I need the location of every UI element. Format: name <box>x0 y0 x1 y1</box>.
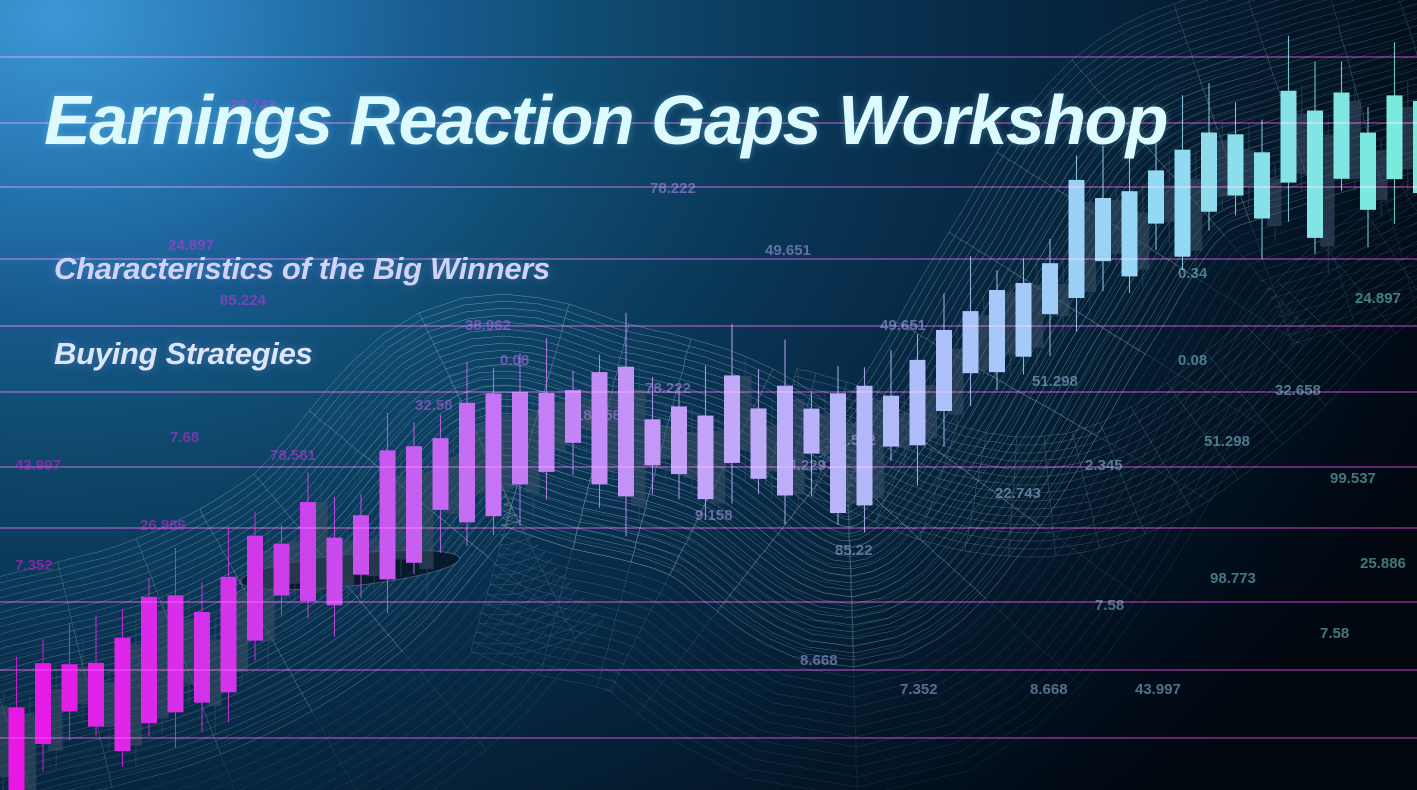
svg-text:2.345: 2.345 <box>1085 457 1123 474</box>
svg-text:18.158: 18.158 <box>575 407 621 424</box>
svg-text:8.668: 8.668 <box>800 652 838 669</box>
svg-text:22.743: 22.743 <box>995 485 1041 502</box>
svg-text:49.651: 49.651 <box>880 317 926 334</box>
svg-text:10.552: 10.552 <box>830 432 876 449</box>
svg-text:85.224: 85.224 <box>220 292 267 309</box>
svg-text:51.298: 51.298 <box>1032 373 1078 390</box>
svg-text:25.886: 25.886 <box>1360 555 1406 572</box>
svg-text:99.537: 99.537 <box>1330 470 1376 487</box>
svg-text:85.22: 85.22 <box>835 542 873 559</box>
svg-text:78.222: 78.222 <box>650 180 696 197</box>
svg-text:9.158: 9.158 <box>695 507 733 524</box>
svg-text:32.58: 32.58 <box>415 397 453 414</box>
svg-text:24.897: 24.897 <box>1355 290 1401 307</box>
svg-text:8.668: 8.668 <box>1030 681 1068 698</box>
svg-text:7.68: 7.68 <box>170 429 199 446</box>
svg-text:78.222: 78.222 <box>645 380 691 397</box>
svg-text:0.08: 0.08 <box>1178 352 1207 369</box>
svg-text:7.352: 7.352 <box>15 557 53 574</box>
svg-text:7.58: 7.58 <box>1095 597 1124 614</box>
svg-text:7.58: 7.58 <box>1320 625 1349 642</box>
svg-text:78.581: 78.581 <box>270 447 316 464</box>
svg-text:32.658: 32.658 <box>1275 382 1321 399</box>
svg-text:14.229: 14.229 <box>780 457 826 474</box>
svg-text:0.34: 0.34 <box>1178 265 1208 282</box>
svg-text:43.997: 43.997 <box>15 457 61 474</box>
svg-text:0.08: 0.08 <box>500 352 529 369</box>
svg-text:43.997: 43.997 <box>1135 681 1181 698</box>
svg-text:98.773: 98.773 <box>1210 570 1256 587</box>
svg-text:26.886: 26.886 <box>140 517 186 534</box>
svg-text:38.962: 38.962 <box>465 317 511 334</box>
svg-text:7.352: 7.352 <box>900 681 938 698</box>
svg-text:51.298: 51.298 <box>1204 433 1250 450</box>
svg-text:49.651: 49.651 <box>765 242 811 259</box>
